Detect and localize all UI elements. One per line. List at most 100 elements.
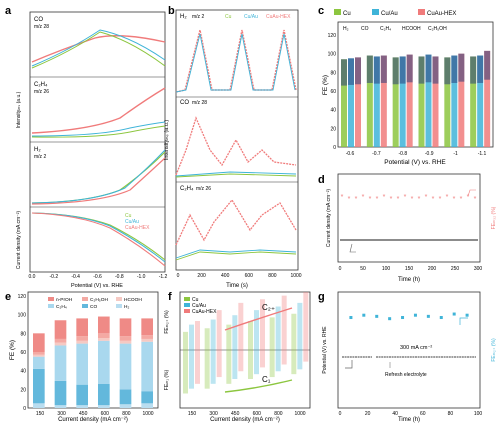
panel-e-bars xyxy=(33,316,153,408)
x-tick-label: 600 xyxy=(245,273,254,279)
fe-star-point: * xyxy=(404,194,407,201)
x-tick-label: 1000 xyxy=(142,411,153,417)
x-tick-label: 40 xyxy=(392,411,398,417)
panel-g-frame xyxy=(337,291,481,409)
stack-C₂H₅OH-150 xyxy=(33,352,45,355)
stack-n-PrOH-150 xyxy=(33,333,45,352)
stack-C₂H₄-450 xyxy=(76,343,88,385)
panel-b-sub2-mz: m/z 28 xyxy=(192,100,207,106)
x-tick-label: 80 xyxy=(448,411,454,417)
panel-f-c1-arrow xyxy=(224,379,293,393)
fe-star-point: * xyxy=(348,196,351,203)
x-tick-label: 1000 xyxy=(294,411,305,417)
x-tick-label: 60 xyxy=(420,411,426,417)
x-tick-label: -0.6 xyxy=(346,151,355,157)
c2-bar-CuAu-HEX xyxy=(216,310,222,350)
bar-Cu--0.6 xyxy=(341,59,347,148)
panel-a-sub2-ion: C₂H₄ xyxy=(34,82,48,88)
panel-c-legend-hea: CuAu-HEX xyxy=(427,11,456,17)
x-tick-label: 800 xyxy=(122,411,131,417)
panel-b: H₂ m/z 2 CO m/z 28 C₂H₄ m/z 26 Cu Cu/Au … xyxy=(164,9,302,289)
panel-a-xlabel: Potential (V) vs. RHE xyxy=(71,283,123,289)
stack-C₂H₅OH-600 xyxy=(98,333,110,338)
panel-f-c1-label: C₁ xyxy=(262,375,271,384)
panel-c-prod-co: CO xyxy=(361,26,369,32)
c2-bar-Cu xyxy=(248,321,253,350)
x-tick-label: -1.2 xyxy=(159,274,168,280)
panel-c-prod-c2h4: C₂H₄ xyxy=(380,26,391,32)
bar-Cu/Au--0.7 xyxy=(373,56,380,147)
panel-a-c2h4-hea xyxy=(31,87,166,134)
stack-n-PrOH-300 xyxy=(54,320,67,339)
panel-g-letter: g xyxy=(318,291,325,303)
panel-a-h2-cu xyxy=(31,151,166,204)
legend-swatch xyxy=(82,304,88,308)
panel-a-lsv-hea xyxy=(31,212,166,267)
panel-a-ylabel-bot: Current density (mA cm⁻²) xyxy=(16,211,22,270)
stack-n-PrOH-600 xyxy=(98,316,110,334)
panel-b-frame xyxy=(175,9,299,271)
bar-Cu/Au--0.6 xyxy=(348,58,354,148)
panel-b-letter: b xyxy=(168,5,175,17)
bar-Cu--0.9 xyxy=(418,56,425,147)
panel-c-ylabel: FE (%) xyxy=(322,75,329,95)
bar-segment-top xyxy=(458,53,465,82)
legend-label: C₂H₅OH xyxy=(90,297,108,303)
c1-bar-Cu xyxy=(248,350,253,379)
panel-c-legend-cuau: Cu/Au xyxy=(381,11,398,17)
panel-f-legend-hea: CuAu-HEX xyxy=(192,309,217,315)
bar-Cu--0.7 xyxy=(366,55,373,147)
x-tick-label: 1000 xyxy=(290,273,301,279)
x-tick-label: 100 xyxy=(382,266,391,272)
panel-d-xticks: 0 50 100 150 200 250 300 xyxy=(339,266,483,272)
bar-Cu/Au--1.1 xyxy=(477,55,484,147)
bar-CuAu-HEX--1 xyxy=(458,53,465,147)
stack-HCOOH-600 xyxy=(98,338,110,341)
c2-bar-Cu xyxy=(226,324,232,350)
x-tick-label: -0.7 xyxy=(372,151,381,157)
panel-a: CO m/z 28 C₂H₄ m/z 26 H₂ m/z 2 Cu Cu/Au … xyxy=(16,11,168,289)
panel-b-legend-cu: Cu xyxy=(225,14,232,20)
fe-point xyxy=(375,314,379,318)
panel-e-yticks: 120 100 80 60 40 20 0 xyxy=(18,294,27,412)
panel-a-lsv-cu xyxy=(31,212,166,261)
panel-b-co-cu xyxy=(175,173,297,178)
c2-bar-CuAu-HEX xyxy=(281,295,287,350)
bar-segment-top xyxy=(392,57,399,85)
stack-H₂-300 xyxy=(54,405,67,408)
bar-segment-top xyxy=(425,54,432,83)
stack-CO-300 xyxy=(54,380,67,406)
y-tick-label: 100 xyxy=(18,313,27,319)
panel-f-legend-cu: Cu xyxy=(192,297,199,303)
fe-point xyxy=(426,314,430,318)
stack-H₂-150 xyxy=(33,403,45,408)
x-tick-label: 400 xyxy=(221,273,230,279)
legend-label: H₂ xyxy=(124,304,129,310)
fe-star-point: * xyxy=(411,196,414,203)
x-tick-label: -0.8 xyxy=(398,151,407,157)
stack-C₂H₄-800 xyxy=(119,343,132,390)
panel-b-legend-cuau: Cu/Au xyxy=(244,14,258,20)
bar-segment-top xyxy=(373,56,380,84)
panel-a-co-cuau xyxy=(31,29,166,67)
y-tick-label: 0 xyxy=(23,406,26,412)
c1-bar-CuAu-HEX xyxy=(216,350,222,378)
fe-point xyxy=(349,316,353,320)
panel-f: Cu Cu/Au CuAu-HEX C₂₊ C₁ FEₘ₂₊ (%) FEₘ₁ … xyxy=(164,291,311,423)
panel-e-ylabel: FE (%) xyxy=(9,340,16,360)
panel-e-frame xyxy=(27,291,159,409)
y-tick-label: 60 xyxy=(20,350,26,356)
bar-CuAu-HEX--1.1 xyxy=(484,50,491,147)
c2-bar-Cu/Au xyxy=(232,315,238,350)
stack-H₂-450 xyxy=(76,405,88,408)
legend-label: CO xyxy=(90,304,97,310)
stack-H₂-1000 xyxy=(141,403,153,408)
fe-star-point: * xyxy=(390,196,393,203)
panel-b-sub1-mz: m/z 2 xyxy=(192,14,204,20)
panel-d-fe-points: * * * * * * * * * * * * * * * * * * * * xyxy=(341,194,477,203)
bar-segment-top xyxy=(366,55,373,83)
bar-segment-top xyxy=(470,56,477,84)
y-tick-label: 100 xyxy=(328,52,337,58)
panel-g-ylabel-left: Potential (V) vs. RHE xyxy=(322,326,328,374)
bar-segment-top xyxy=(444,57,451,85)
